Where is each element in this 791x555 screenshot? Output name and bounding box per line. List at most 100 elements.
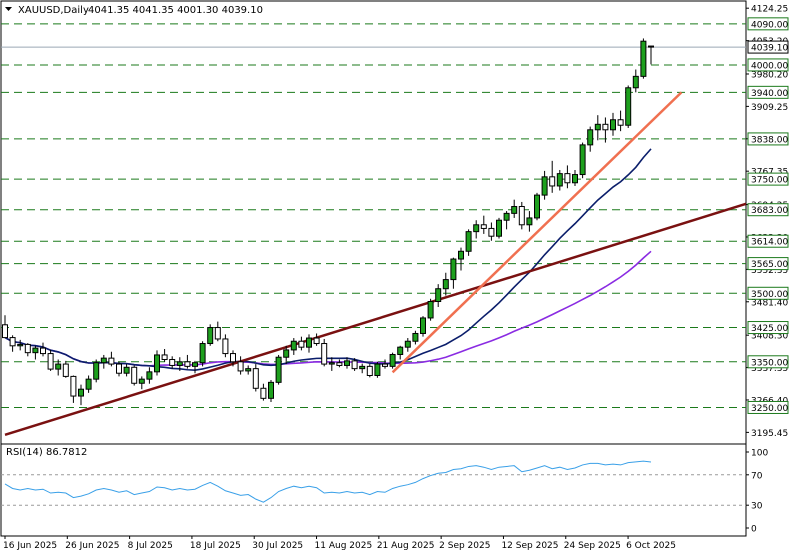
candle	[93, 359, 100, 383]
candle	[465, 229, 472, 256]
candle-body	[412, 332, 419, 342]
level-label-3: 3838.00	[751, 135, 788, 145]
candle	[199, 341, 206, 367]
candle-body	[496, 219, 502, 237]
candle	[161, 349, 168, 362]
candle-body	[344, 360, 350, 366]
candle	[526, 211, 533, 232]
candle	[123, 364, 130, 377]
candle-body	[526, 217, 533, 226]
candle	[450, 257, 457, 289]
candle	[435, 284, 442, 307]
level-label-11: 3250.00	[751, 404, 788, 414]
candle	[366, 364, 373, 378]
price-tick-label-9: 3481.40	[751, 298, 788, 308]
candle	[192, 360, 198, 374]
symbol-menu-arrow-icon[interactable]	[5, 7, 12, 11]
candle	[572, 169, 578, 186]
time-tick-label-1: 26 Jun 2025	[65, 541, 119, 551]
candle	[146, 367, 153, 384]
candle-body	[40, 347, 46, 355]
candle	[108, 351, 115, 367]
candle-body	[579, 144, 586, 176]
candle-body	[556, 173, 563, 187]
candle-body	[32, 347, 39, 354]
candle-body	[169, 359, 176, 366]
candle	[328, 357, 335, 371]
candle-body	[93, 362, 100, 380]
time-tick-label-5: 11 Aug 2025	[315, 541, 373, 551]
candle	[283, 345, 290, 365]
candle	[473, 220, 480, 239]
candle	[298, 336, 305, 351]
candle-body	[534, 194, 540, 219]
candle-body	[214, 327, 221, 340]
candle	[389, 352, 396, 369]
candle-body	[237, 361, 244, 372]
candle	[260, 383, 267, 401]
candle	[78, 384, 84, 406]
candle-body	[283, 349, 290, 358]
rsi-line	[4, 460, 652, 503]
candle-body	[359, 365, 366, 370]
candle	[480, 215, 487, 234]
candle-body	[138, 378, 145, 384]
time-axis[interactable]: 16 Jun 2025 26 Jun 2025 8 Jul 2025 18 Jul 2…	[3, 536, 676, 551]
candle	[404, 338, 411, 352]
candle	[625, 85, 632, 128]
candle-body	[70, 375, 77, 397]
candle-body	[313, 337, 320, 345]
candle-body	[100, 357, 107, 364]
candle	[594, 115, 601, 141]
candle	[610, 112, 616, 136]
price-tick-label-2: 3980.20	[751, 70, 788, 80]
main-plot[interactable]: XAUUSD,Daily 4041.35 4041.35 4001.30 403…	[0, 0, 747, 445]
price-tick-label-3: 3909.25	[751, 103, 788, 113]
candle	[184, 354, 191, 369]
candle	[579, 142, 586, 179]
time-tick-label-8: 12 Sep 2025	[501, 541, 558, 551]
candle-body	[625, 87, 632, 126]
candle	[24, 343, 31, 357]
level-label-box-0	[747, 17, 789, 31]
level-label-7: 3565.00	[751, 260, 788, 270]
candle-body	[366, 365, 373, 376]
level-label-box-1	[747, 58, 789, 72]
rsi-plot-frame	[0, 443, 747, 537]
time-tick-label-6: 21 Aug 2025	[377, 541, 435, 551]
level-label-8: 3500.00	[751, 290, 788, 300]
candle-body	[222, 338, 229, 355]
level-labels: 4090.00 4000.00 3940.00 3838.00 3750.00 3683.…	[747, 17, 789, 414]
candle-body	[116, 363, 122, 374]
candle-body	[480, 224, 487, 229]
candle-body	[161, 354, 168, 361]
trendline-steep	[391, 91, 683, 374]
candle	[617, 110, 624, 132]
chart-title-symbol: XAUUSD,Daily	[18, 5, 89, 16]
rsi-tick-label-1: 70	[751, 471, 763, 481]
price-tick-label-0: 4124.25	[751, 5, 788, 15]
level-label-5: 3683.00	[751, 206, 788, 216]
rsi-plot[interactable]: RSI(14) 86.7812	[0, 443, 747, 537]
candle-body	[260, 387, 267, 399]
candles	[2, 38, 654, 406]
candle	[397, 345, 404, 360]
candle-body	[435, 288, 442, 303]
candle	[2, 315, 8, 339]
price-tick-label-11: 3337.35	[751, 364, 788, 374]
rsi-line-group	[4, 460, 652, 503]
candle	[648, 45, 654, 65]
candle	[427, 298, 434, 321]
rsi-levels	[1, 474, 746, 506]
rsi-axis[interactable]: 100 70 30 0	[746, 449, 768, 535]
candle-body	[207, 327, 214, 345]
candle-body	[488, 227, 495, 237]
level-label-box-11	[747, 400, 789, 414]
candle-body	[541, 176, 548, 196]
candle	[32, 345, 39, 360]
level-label-box-3	[747, 132, 789, 146]
candle-body	[442, 279, 449, 290]
time-tick-label-10: 6 Oct 2025	[626, 541, 676, 551]
candle	[564, 165, 571, 189]
candle	[85, 375, 92, 393]
